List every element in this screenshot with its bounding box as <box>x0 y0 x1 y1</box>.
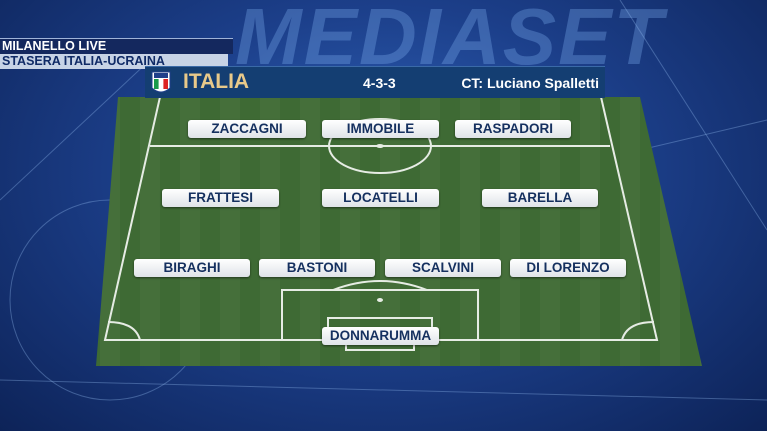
news-ticker: MILANELLO LIVE STASERA ITALIA-UCRAINA <box>0 38 233 69</box>
team-name: ITALIA <box>183 70 250 93</box>
player-midfielder: FRATTESI <box>162 189 279 207</box>
corner-arc-left <box>107 321 141 341</box>
penalty-arc <box>332 280 428 291</box>
corner-arc-right <box>621 321 655 341</box>
formation: 4-3-3 <box>363 75 396 91</box>
player-defender: BASTONI <box>259 259 375 277</box>
player-midfielder: BARELLA <box>482 189 598 207</box>
team-header: ITALIA 4-3-3 CT: Luciano Spalletti <box>145 66 605 98</box>
player-midfielder: LOCATELLI <box>322 189 439 207</box>
italy-crest-icon <box>151 71 171 93</box>
player-defender: SCALVINI <box>385 259 501 277</box>
player-defender: BIRAGHI <box>134 259 250 277</box>
player-forward: IMMOBILE <box>322 120 439 138</box>
coach-name: CT: Luciano Spalletti <box>461 75 599 91</box>
ticker-line-2: STASERA ITALIA-UCRAINA <box>0 54 228 69</box>
player-forward: ZACCAGNI <box>188 120 306 138</box>
player-defender: DI LORENZO <box>510 259 626 277</box>
penalty-spot <box>377 298 383 302</box>
player-goalkeeper: DONNARUMMA <box>322 327 439 345</box>
center-circle <box>328 118 432 174</box>
ticker-line-1: MILANELLO LIVE <box>0 38 233 54</box>
pitch-surface <box>96 97 702 366</box>
player-forward: RASPADORI <box>455 120 571 138</box>
center-spot <box>376 144 384 148</box>
